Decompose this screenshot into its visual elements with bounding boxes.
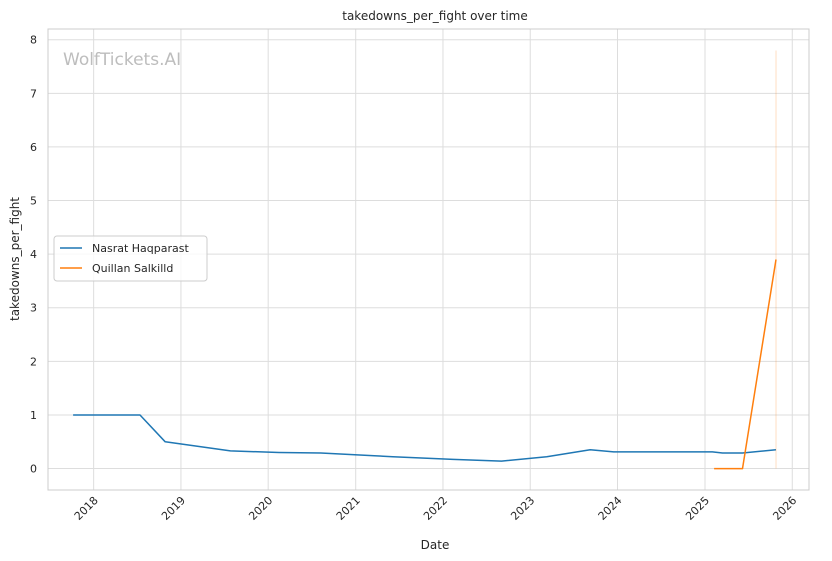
legend: Nasrat Haqparast Quillan Salkilld	[53, 235, 208, 282]
legend-box	[53, 235, 208, 282]
series-line	[714, 259, 777, 470]
legend-label: Nasrat Haqparast	[92, 242, 189, 255]
x-tick-label: 2022	[421, 494, 450, 523]
y-tick-label: 5	[30, 195, 37, 208]
y-tick-label: 1	[30, 409, 37, 422]
x-tick-label: 2020	[246, 494, 275, 523]
legend-label: Quillan Salkilld	[92, 262, 173, 275]
y-axis-label: takedowns_per_fight	[8, 197, 22, 321]
plot-frame	[47, 28, 810, 491]
y-tick-label: 0	[30, 463, 37, 476]
series-layer	[73, 50, 777, 470]
x-axis-ticks: 2018 2019 2020 2021 2022 2023 2024 2025 2026	[72, 494, 800, 523]
x-tick-label: 2019	[159, 494, 188, 523]
x-tick-label: 2021	[334, 494, 363, 523]
x-tick-label: 2026	[770, 494, 799, 523]
x-tick-label: 2025	[683, 494, 712, 523]
y-tick-label: 8	[30, 34, 37, 47]
y-axis-ticks: 0 1 2 3 4 5 6 7 8	[30, 34, 37, 476]
watermark: WolfTickets.AI	[63, 50, 181, 70]
series-line	[73, 414, 777, 462]
x-tick-label: 2018	[72, 494, 101, 523]
y-tick-label: 3	[30, 302, 37, 315]
x-tick-label: 2024	[596, 494, 625, 523]
x-axis-label: Date	[421, 538, 450, 552]
grid	[48, 29, 809, 490]
y-tick-label: 2	[30, 355, 37, 368]
chart-title: takedowns_per_fight over time	[342, 9, 528, 23]
y-tick-label: 7	[30, 87, 37, 100]
y-tick-label: 6	[30, 141, 37, 154]
y-tick-label: 4	[30, 248, 37, 261]
x-tick-label: 2023	[508, 494, 537, 523]
